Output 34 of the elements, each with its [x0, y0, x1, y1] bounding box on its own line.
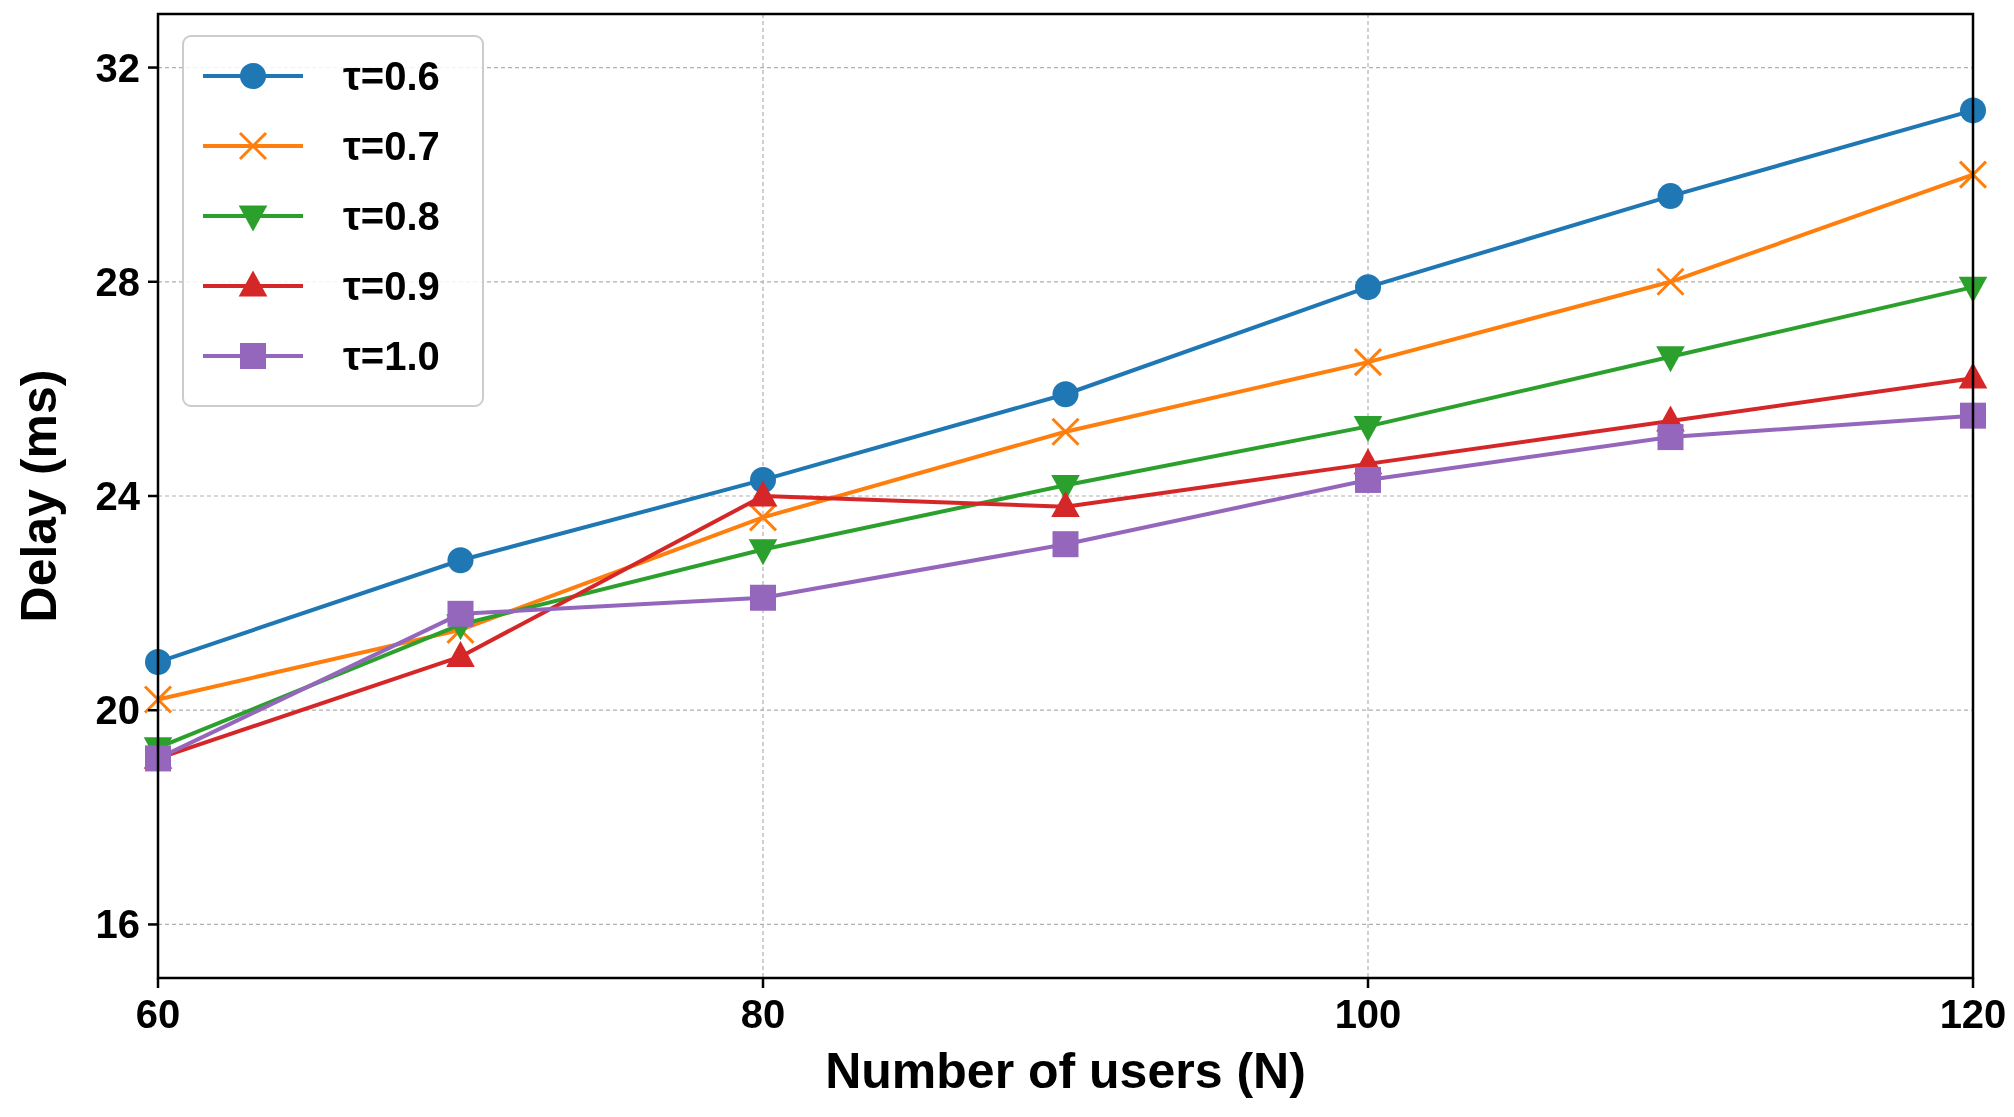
legend-label: τ=0.9 — [343, 264, 440, 308]
y-tick-label: 20 — [95, 688, 140, 733]
point — [750, 584, 776, 611]
point — [1052, 381, 1079, 408]
point — [1353, 415, 1383, 442]
legend-label: τ=0.7 — [343, 124, 440, 168]
point — [1355, 466, 1381, 493]
point — [1960, 97, 1986, 124]
point — [1355, 274, 1381, 301]
point — [143, 685, 173, 715]
x-tick-label: 80 — [740, 992, 786, 1036]
x-axis-title: Number of users (N) — [825, 1043, 1306, 1099]
point — [1051, 417, 1080, 447]
point — [447, 547, 474, 574]
y-tick-label: 16 — [95, 902, 140, 947]
y-tick-label: 32 — [95, 45, 140, 90]
y-tick-label: 28 — [95, 259, 140, 304]
y-tick-label: 24 — [95, 474, 141, 518]
x-tick-label: 100 — [1334, 992, 1402, 1036]
point — [1657, 424, 1684, 451]
point — [145, 649, 171, 676]
legend-label: τ=1.0 — [343, 334, 440, 378]
legend-label: τ=0.6 — [343, 54, 440, 98]
x-tick-label: 120 — [1939, 992, 2007, 1036]
point — [1960, 402, 1986, 429]
point — [1353, 347, 1383, 377]
legend-label: τ=0.8 — [343, 194, 440, 238]
point — [1657, 183, 1684, 210]
x-tick-label: 60 — [135, 992, 181, 1036]
point — [1052, 531, 1079, 558]
point — [1656, 267, 1685, 297]
point — [1958, 160, 1988, 190]
y-axis-title: Delay (ms) — [11, 369, 67, 623]
point — [447, 600, 474, 627]
